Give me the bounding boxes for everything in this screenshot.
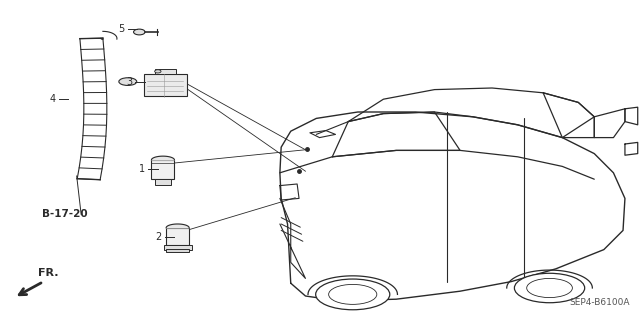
Text: B-17-20: B-17-20 [42, 209, 87, 220]
FancyBboxPatch shape [166, 249, 189, 252]
FancyBboxPatch shape [144, 74, 187, 96]
Text: SEP4-B6100A: SEP4-B6100A [569, 298, 629, 307]
FancyBboxPatch shape [166, 228, 189, 245]
Ellipse shape [119, 78, 137, 85]
Text: 2: 2 [155, 232, 162, 242]
Text: 3: 3 [126, 76, 132, 87]
Polygon shape [166, 224, 189, 228]
FancyBboxPatch shape [151, 160, 174, 179]
Text: 1: 1 [139, 164, 145, 174]
Ellipse shape [514, 273, 585, 303]
FancyBboxPatch shape [155, 179, 171, 185]
Ellipse shape [328, 284, 377, 304]
Text: 5: 5 [118, 24, 125, 34]
Ellipse shape [155, 70, 161, 73]
FancyBboxPatch shape [155, 69, 176, 74]
Ellipse shape [134, 29, 145, 35]
Polygon shape [151, 156, 174, 160]
Text: 4: 4 [49, 94, 56, 104]
Ellipse shape [527, 278, 573, 298]
Ellipse shape [316, 279, 390, 310]
Text: FR.: FR. [38, 268, 59, 278]
FancyBboxPatch shape [164, 245, 192, 250]
